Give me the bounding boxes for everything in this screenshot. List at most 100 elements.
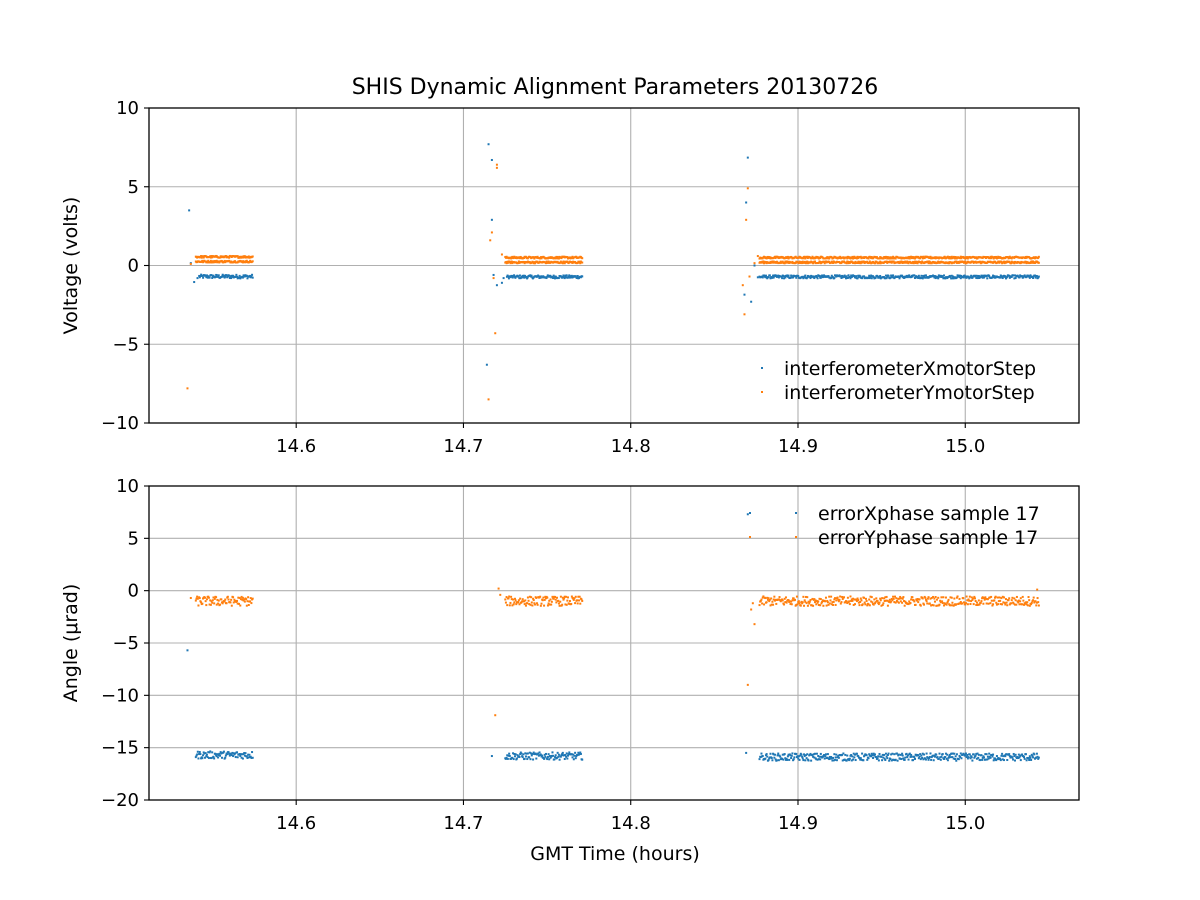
data-point [243, 255, 246, 258]
data-point [578, 260, 581, 263]
data-point [836, 596, 839, 599]
data-point [777, 274, 780, 277]
data-point [570, 257, 573, 260]
data-point [815, 758, 818, 761]
data-point [541, 599, 544, 602]
data-point [783, 275, 786, 278]
data-point [202, 256, 205, 259]
data-point [950, 274, 953, 277]
data-point [970, 274, 973, 277]
data-point [556, 751, 559, 754]
data-point [936, 756, 939, 759]
data-point [814, 256, 817, 259]
data-point [960, 274, 963, 277]
data-point [956, 274, 959, 277]
data-point [211, 601, 214, 604]
data-point [921, 597, 924, 600]
data-point [1031, 600, 1034, 603]
data-point [924, 596, 927, 599]
data-point [963, 261, 966, 264]
data-point [199, 753, 202, 756]
data-point [979, 759, 982, 762]
data-point [568, 274, 571, 277]
data-point [1027, 757, 1030, 760]
data-point [899, 757, 902, 760]
data-point [967, 275, 970, 278]
data-point [944, 752, 947, 755]
data-point [791, 752, 794, 755]
data-point [784, 596, 787, 599]
data-point [545, 277, 548, 280]
data-point [574, 275, 577, 278]
data-point [920, 754, 923, 757]
y-tick-label: 5 [128, 177, 139, 198]
data-point [756, 255, 759, 258]
data-point [913, 600, 916, 603]
data-point [949, 756, 952, 759]
data-point [576, 276, 579, 279]
data-point [932, 759, 935, 762]
data-point [1017, 601, 1020, 604]
data-point [788, 261, 791, 264]
data-point [787, 274, 790, 277]
data-point [921, 756, 924, 759]
data-point [882, 257, 885, 260]
data-point [798, 602, 801, 605]
data-point [917, 757, 920, 760]
data-point [844, 753, 847, 756]
data-point [898, 262, 901, 265]
data-point [514, 599, 517, 602]
data-point [931, 603, 934, 606]
data-point [801, 755, 804, 758]
data-point [919, 276, 922, 279]
data-point [555, 601, 558, 604]
data-point [957, 602, 960, 605]
data-point [563, 595, 566, 598]
data-point [519, 753, 522, 756]
data-point [1001, 595, 1004, 598]
data-point [982, 602, 985, 605]
data-point [950, 596, 953, 599]
data-point [534, 262, 537, 265]
data-point [1004, 603, 1007, 606]
data-point [249, 600, 252, 603]
data-point [196, 597, 199, 600]
data-point [831, 601, 834, 604]
data-point [939, 756, 942, 759]
data-point [832, 256, 835, 259]
data-point [843, 260, 846, 263]
data-point [527, 599, 530, 602]
data-point [1030, 601, 1033, 604]
data-point [921, 752, 924, 755]
data-point [576, 602, 579, 605]
figure-title: SHIS Dynamic Alignment Parameters 201307… [352, 75, 879, 100]
data-point [221, 275, 224, 278]
data-point [528, 751, 531, 754]
data-point [966, 754, 969, 757]
data-point [890, 759, 893, 762]
data-point [217, 275, 220, 278]
data-point [972, 753, 975, 756]
data-point [245, 259, 248, 262]
data-point [967, 598, 970, 601]
data-point [1036, 588, 1039, 591]
data-point [939, 599, 942, 602]
data-point [801, 275, 804, 278]
data-point [508, 754, 511, 757]
data-point [247, 756, 250, 759]
data-point [759, 756, 762, 758]
data-point [520, 752, 523, 755]
data-point [1034, 600, 1037, 603]
data-point [207, 596, 210, 599]
data-point [797, 256, 800, 259]
data-point [1019, 600, 1022, 603]
data-point [932, 275, 935, 278]
data-point [1025, 276, 1028, 279]
data-point [794, 262, 797, 265]
data-point [520, 275, 523, 278]
data-point [894, 257, 897, 260]
data-point [548, 599, 551, 602]
data-point [505, 262, 508, 265]
data-point [881, 603, 884, 606]
